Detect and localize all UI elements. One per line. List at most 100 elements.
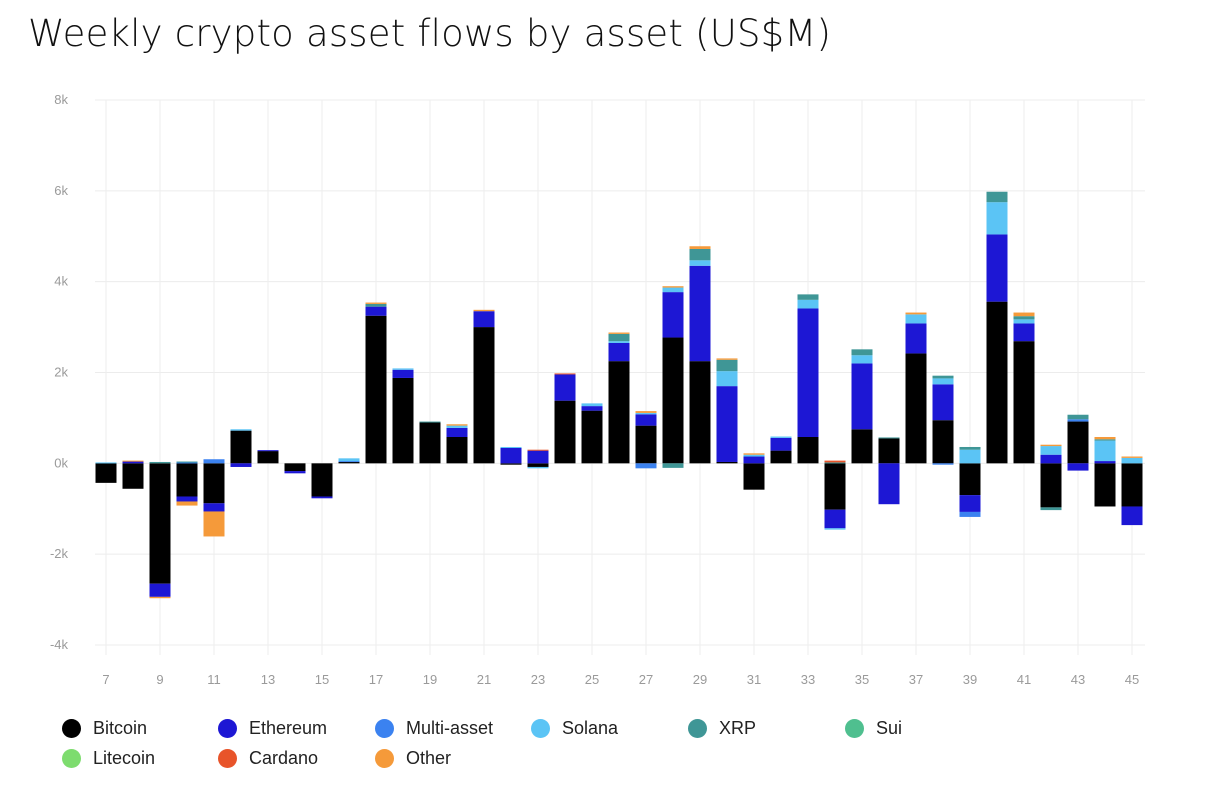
bar-segment-bitcoin-week-42	[1040, 463, 1062, 508]
legend-label: Cardano	[249, 748, 319, 768]
bar-segment-other-week-27	[635, 411, 657, 413]
bar-segment-other-week-31	[743, 453, 765, 455]
bar-segment-multi-asset-week-10	[176, 462, 198, 464]
bar-segment-ethereum-week-26	[608, 342, 630, 362]
bar-segment-bitcoin-week-36	[878, 438, 900, 464]
bar-segment-ethereum-week-14	[284, 471, 306, 474]
bar-segment-other-week-20	[446, 424, 468, 426]
bar-segment-xrp-week-41	[1013, 316, 1035, 320]
legend-label: Sui	[876, 718, 903, 738]
bar-segment-bitcoin-week-38	[932, 420, 954, 464]
bar-segment-bitcoin-week-21	[473, 327, 495, 464]
bar-segment-multi-asset-week-16	[338, 461, 360, 463]
bar-segment-bitcoin-week-10	[176, 463, 198, 497]
legend-item-xrp[interactable]: XRP	[688, 718, 756, 739]
bar-segment-ethereum-week-43	[1067, 463, 1089, 471]
bar-segment-xrp-week-36	[878, 437, 900, 439]
bar-segment-ethereum-week-8	[122, 461, 144, 464]
legend-item-sui[interactable]: Sui	[845, 718, 902, 739]
bar-segment-ethereum-week-31	[743, 456, 765, 464]
bar-segment-ethereum-week-13	[257, 450, 279, 452]
bar-segment-ethereum-week-38	[932, 384, 954, 421]
bar-segment-ethereum-week-36	[878, 463, 900, 505]
bar-segment-solana-week-28	[662, 287, 684, 293]
bar-segment-ethereum-week-21	[473, 311, 495, 328]
bar-segment-bitcoin-week-16	[338, 461, 360, 464]
legend-swatch-icon	[375, 719, 394, 738]
bar-segment-xrp-week-29	[689, 248, 711, 261]
bar-segment-bitcoin-week-37	[905, 353, 927, 464]
bar-segment-cardano-week-34	[824, 460, 846, 463]
bar-segment-ethereum-week-18	[392, 369, 414, 378]
bar-segment-xrp-week-39	[959, 446, 981, 450]
bar-segment-ethereum-week-9	[149, 583, 171, 597]
bar-segment-solana-week-30	[716, 371, 738, 387]
bar-segment-xrp-week-30	[716, 359, 738, 372]
legend-item-multi-asset[interactable]: Multi-asset	[375, 718, 493, 739]
legend-item-ethereum[interactable]: Ethereum	[218, 718, 327, 739]
bar-segment-ethereum-week-33	[797, 308, 819, 437]
x-tick-label: 39	[963, 672, 977, 687]
bar-segment-ethereum-week-10	[176, 496, 198, 502]
x-tick-label: 21	[477, 672, 491, 687]
x-tick-label: 13	[261, 672, 275, 687]
bar-segment-other-week-37	[905, 312, 927, 315]
x-tick-label: 11	[207, 672, 221, 687]
bar-segment-bitcoin-week-20	[446, 436, 468, 464]
bar-segment-bitcoin-week-43	[1067, 421, 1089, 464]
legend-swatch-icon	[218, 719, 237, 738]
bar-segment-ethereum-week-37	[905, 323, 927, 354]
bar-segment-solana-week-38	[932, 378, 954, 385]
bar-segment-bitcoin-week-28	[662, 337, 684, 464]
x-tick-label: 17	[369, 672, 383, 687]
bar-segment-other-week-42	[1040, 444, 1062, 447]
legend-item-cardano[interactable]: Cardano	[218, 748, 318, 769]
bar-segment-other-week-45	[1121, 456, 1143, 458]
legend-item-litecoin[interactable]: Litecoin	[62, 748, 155, 769]
legend-item-other[interactable]: Other	[375, 748, 451, 769]
bar-segment-xrp-week-28	[662, 463, 684, 468]
bar-segment-solana-week-26	[608, 341, 630, 343]
bar-segment-xrp-week-26	[608, 333, 630, 342]
bar-segment-xrp-week-17	[365, 303, 387, 307]
bar-segment-other-week-41	[1013, 312, 1035, 317]
bar-segment-solana-week-7	[95, 462, 117, 464]
bar-segment-solana-week-16	[338, 458, 360, 462]
bar-segment-bitcoin-week-44	[1094, 463, 1116, 507]
y-tick-label: 0k	[54, 455, 68, 470]
bar-segment-bitcoin-week-29	[689, 361, 711, 464]
x-tick-label: 41	[1017, 672, 1031, 687]
bar-segment-other-week-29	[689, 246, 711, 249]
bar-segment-bitcoin-week-18	[392, 377, 414, 464]
bar-segment-ethereum-week-34	[824, 509, 846, 529]
bar-segment-other-week-44	[1094, 436, 1116, 440]
legend-item-bitcoin[interactable]: Bitcoin	[62, 718, 147, 739]
bar-segment-ethereum-week-17	[365, 306, 387, 316]
y-tick-label: 8k	[54, 92, 68, 107]
bar-segment-ethereum-week-29	[689, 265, 711, 362]
x-tick-label: 27	[639, 672, 653, 687]
chart-title: Weekly crypto asset flows by asset (US$M…	[28, 12, 832, 55]
bar-segment-bitcoin-week-40	[986, 301, 1008, 464]
bar-segment-solana-week-40	[986, 202, 1008, 235]
bar-segment-bitcoin-week-41	[1013, 341, 1035, 464]
y-tick-label: 2k	[54, 365, 68, 380]
bar-segment-other-week-26	[608, 332, 630, 334]
bar-segment-xrp-week-40	[986, 191, 1008, 203]
bar-segment-bitcoin-week-12	[230, 430, 252, 464]
bar-segment-other-week-17	[365, 302, 387, 304]
bar-segment-ethereum-week-23	[527, 450, 549, 464]
bar-segment-other-week-8	[122, 460, 144, 462]
legend-item-solana[interactable]: Solana	[531, 718, 618, 739]
bar-segment-solana-week-12	[230, 429, 252, 431]
bar-segment-cardano-week-23	[527, 449, 549, 451]
bar-segment-other-week-9	[149, 596, 171, 599]
legend-label: Ethereum	[249, 718, 328, 738]
bar-segment-bitcoin-week-24	[554, 400, 576, 464]
bar-segment-bitcoin-week-27	[635, 425, 657, 464]
bar-segment-xrp-week-43	[1067, 414, 1089, 420]
bar-segment-xrp-week-34	[824, 462, 846, 464]
bar-segment-solana-week-35	[851, 355, 873, 364]
x-tick-label: 7	[102, 672, 109, 687]
y-tick-label: -2k	[50, 546, 69, 561]
